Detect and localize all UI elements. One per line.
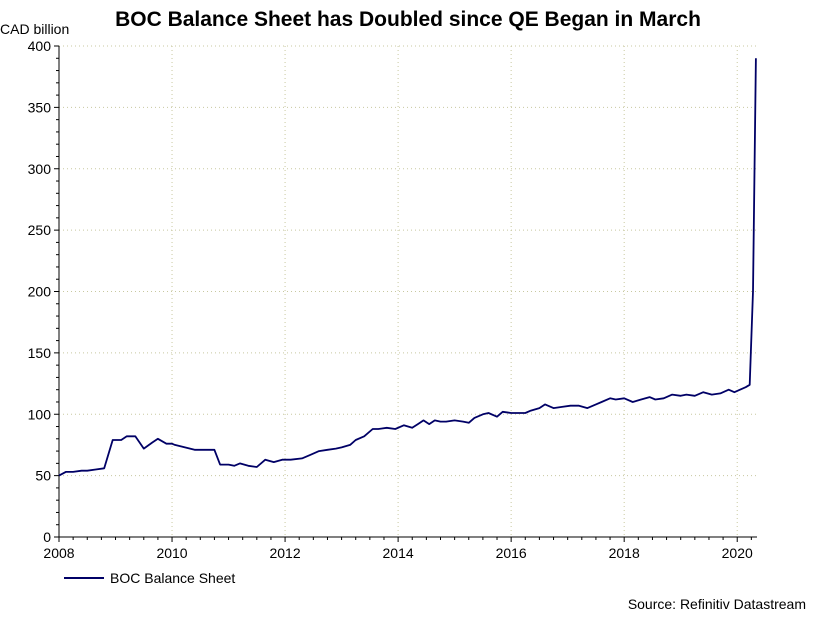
y-tick-label: 100 xyxy=(28,406,52,422)
legend-label: BOC Balance Sheet xyxy=(110,570,235,586)
y-tick-label: 50 xyxy=(35,468,51,484)
y-tick-label: 300 xyxy=(28,161,52,177)
y-tick-label: 200 xyxy=(28,284,52,300)
source-note: Source: Refinitiv Datastream xyxy=(628,596,806,612)
plot-grid xyxy=(59,45,757,537)
y-tick-label: 0 xyxy=(43,529,51,545)
y-tick-label: 400 xyxy=(28,38,52,54)
plot-axes: 0 50 100 150 200 250 300 350 400 2008 2010 2012 2014… xyxy=(28,38,757,561)
legend: BOC Balance Sheet xyxy=(64,570,235,586)
x-tick-label: 2010 xyxy=(156,545,187,561)
series-line xyxy=(58,58,757,477)
plot-series xyxy=(58,58,757,477)
y-axis-label: CAD billion xyxy=(0,21,69,37)
chart-title: BOC Balance Sheet has Doubled since QE B… xyxy=(115,8,701,31)
x-tick-label: 2012 xyxy=(269,545,300,561)
x-tick-label: 2018 xyxy=(609,545,640,561)
x-tick-label: 2020 xyxy=(722,545,753,561)
x-tick-label: 2016 xyxy=(496,545,527,561)
x-tick-label: 2014 xyxy=(383,545,414,561)
x-tick-label: 2008 xyxy=(43,545,74,561)
y-tick-label: 150 xyxy=(28,345,52,361)
y-tick-label: 250 xyxy=(28,222,52,238)
y-tick-label: 350 xyxy=(28,99,52,115)
